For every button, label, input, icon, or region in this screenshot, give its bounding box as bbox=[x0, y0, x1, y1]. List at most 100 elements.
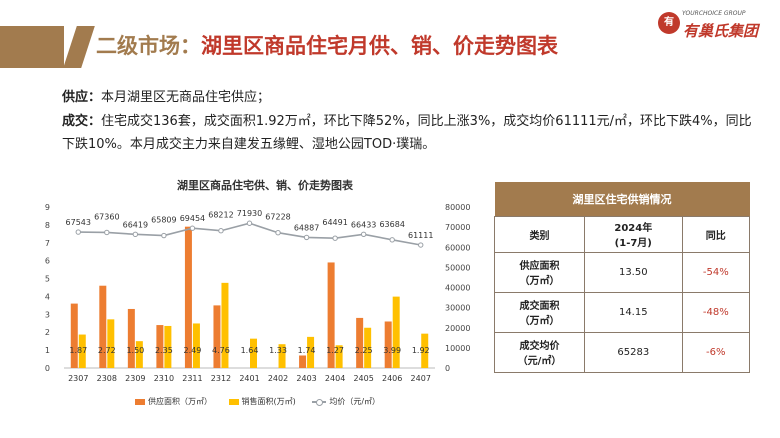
row-label-line2: （万㎡） bbox=[519, 276, 560, 287]
sales-bar-label: 1.87 bbox=[69, 346, 87, 355]
table-header-yoy: 同比 bbox=[681, 215, 751, 253]
table-row: 供应面积 （万㎡） 13.50 -54% bbox=[494, 251, 751, 293]
row-label-line1: 成交面积 bbox=[519, 301, 560, 312]
x-tick-label: 2405 bbox=[353, 374, 373, 383]
sales-bar bbox=[278, 344, 286, 368]
logo-cn: 有巢氏集团 bbox=[683, 22, 759, 40]
y-left-tick-label: 5 bbox=[45, 275, 50, 284]
x-tick-label: 2403 bbox=[296, 374, 316, 383]
price-label: 64491 bbox=[322, 218, 347, 227]
table-row-yoy: -54% bbox=[681, 251, 751, 293]
legend-label-price: 均价（元/㎡） bbox=[329, 397, 381, 406]
chart-legend: 供应面积（万㎡） 销售面积(万㎡) 均价（元/㎡） bbox=[135, 396, 394, 407]
y-left-tick-label: 9 bbox=[45, 203, 50, 212]
supply-bar bbox=[356, 317, 364, 368]
supply-bar bbox=[327, 262, 335, 368]
price-point bbox=[189, 225, 196, 231]
table-row-label: 供应面积 （万㎡） bbox=[494, 251, 585, 293]
deal-label: 成交： bbox=[62, 114, 102, 129]
sales-bar bbox=[221, 282, 229, 368]
y-left-tick-label: 7 bbox=[45, 239, 50, 248]
supply-bar bbox=[384, 321, 392, 368]
sales-bar bbox=[335, 345, 343, 368]
legend-swatch-price bbox=[312, 398, 327, 406]
sales-bar-label: 2.25 bbox=[355, 346, 373, 355]
x-tick-label: 2401 bbox=[239, 374, 259, 383]
y-right-tick-label: 60000 bbox=[445, 243, 470, 252]
price-label: 69454 bbox=[180, 214, 205, 223]
logo-icon: 有 bbox=[658, 12, 680, 34]
price-label: 66419 bbox=[123, 220, 148, 229]
y-right-tick-label: 30000 bbox=[445, 304, 470, 313]
supply-text: 本月湖里区无商品住宅供应； bbox=[101, 90, 271, 105]
legend-item-supply: 供应面积（万㎡） bbox=[135, 396, 212, 407]
legend-swatch-supply bbox=[135, 398, 145, 405]
legend-item-sales: 销售面积(万㎡) bbox=[228, 396, 296, 407]
sales-bar-label: 1.74 bbox=[298, 346, 316, 355]
y-left-tick-label: 3 bbox=[45, 310, 50, 319]
table-header-period: 2024年 (1-7月) bbox=[584, 215, 683, 253]
price-point bbox=[303, 234, 310, 241]
sales-bar bbox=[164, 325, 172, 368]
supply-bar bbox=[99, 285, 107, 368]
sales-bar bbox=[392, 296, 400, 368]
table-row: 成交面积 （万㎡） 14.15 -48% bbox=[494, 291, 751, 333]
table-header-category: 类别 bbox=[494, 215, 585, 253]
price-point bbox=[418, 242, 424, 248]
y-left-tick-label: 8 bbox=[45, 221, 50, 230]
y-left-tick-label: 4 bbox=[45, 292, 50, 301]
sales-bar-label: 2.72 bbox=[98, 346, 116, 355]
y-left-tick-label: 6 bbox=[45, 257, 50, 266]
table-row-value: 65283 bbox=[584, 331, 683, 373]
deal-text: 住宅成交136套，成交面积1.92万㎡，环比下降52%，同比上涨3%，成交均价6… bbox=[62, 114, 752, 152]
sales-bar-label: 1.27 bbox=[326, 346, 344, 355]
x-tick-label: 2406 bbox=[382, 374, 402, 383]
supply-bar bbox=[70, 303, 78, 368]
supply-label: 供应： bbox=[62, 90, 102, 105]
sales-bar bbox=[250, 338, 257, 368]
sales-bar bbox=[364, 327, 372, 368]
y-right-tick-label: 80000 bbox=[445, 203, 470, 212]
sales-bar-label: 1.64 bbox=[241, 346, 259, 355]
legend-label-supply: 供应面积（万㎡） bbox=[148, 397, 212, 406]
x-tick-label: 2307 bbox=[68, 374, 88, 383]
header-accent-bar bbox=[0, 26, 64, 68]
price-point bbox=[132, 231, 139, 238]
x-tick-label: 2402 bbox=[268, 374, 288, 383]
page-title-sub: 湖里区商品住宅月供、销、价走势图表 bbox=[201, 34, 558, 58]
header: 二级市场：湖里区商品住宅月供、销、价走势图表 有 YOURCHOICE GROU… bbox=[0, 0, 780, 78]
y-right-tick-label: 20000 bbox=[445, 324, 470, 333]
sales-bar-label: 4.76 bbox=[212, 346, 230, 355]
legend-swatch-sales bbox=[228, 398, 239, 405]
legend-label-sales: 销售面积(万㎡) bbox=[241, 397, 296, 406]
y-right-tick-label: 50000 bbox=[445, 263, 470, 272]
table-row-label: 成交均价 （元/㎡） bbox=[494, 331, 585, 373]
y-right-tick-label: 0 bbox=[445, 364, 450, 373]
sales-bar bbox=[192, 323, 200, 368]
supply-bar bbox=[299, 355, 307, 368]
price-point bbox=[104, 229, 110, 236]
price-label: 63684 bbox=[379, 220, 404, 229]
table-header-year: 2024年 bbox=[614, 223, 653, 234]
table-row-yoy: -48% bbox=[681, 291, 751, 333]
sales-bar-label: 2.49 bbox=[184, 346, 202, 355]
sales-bar-label: 3.99 bbox=[383, 346, 401, 355]
page-title: 二级市场：湖里区商品住宅月供、销、价走势图表 bbox=[96, 30, 558, 60]
table-row: 成交均价 （元/㎡） 65283 -6% bbox=[494, 331, 751, 373]
table-header-months: (1-7月) bbox=[614, 238, 652, 249]
sales-bar bbox=[107, 319, 115, 368]
row-label-line2: （元/㎡） bbox=[517, 356, 562, 367]
table-row-value: 14.15 bbox=[584, 291, 683, 333]
supply-bar bbox=[213, 305, 221, 368]
sales-bar-label: 1.92 bbox=[412, 346, 430, 355]
row-label-line1: 供应面积 bbox=[519, 261, 560, 272]
price-label: 68212 bbox=[208, 211, 233, 220]
table-row-label: 成交面积 （万㎡） bbox=[494, 291, 585, 333]
sales-bar-label: 1.33 bbox=[269, 346, 287, 355]
supply-paragraph: 供应：本月湖里区无商品住宅供应； bbox=[62, 86, 270, 109]
row-label-line1: 成交均价 bbox=[519, 341, 560, 352]
sales-bar-label: 2.35 bbox=[155, 346, 173, 355]
table-row-yoy: -6% bbox=[681, 331, 751, 373]
y-left-tick-label: 0 bbox=[45, 364, 50, 373]
x-tick-label: 2312 bbox=[211, 374, 231, 383]
